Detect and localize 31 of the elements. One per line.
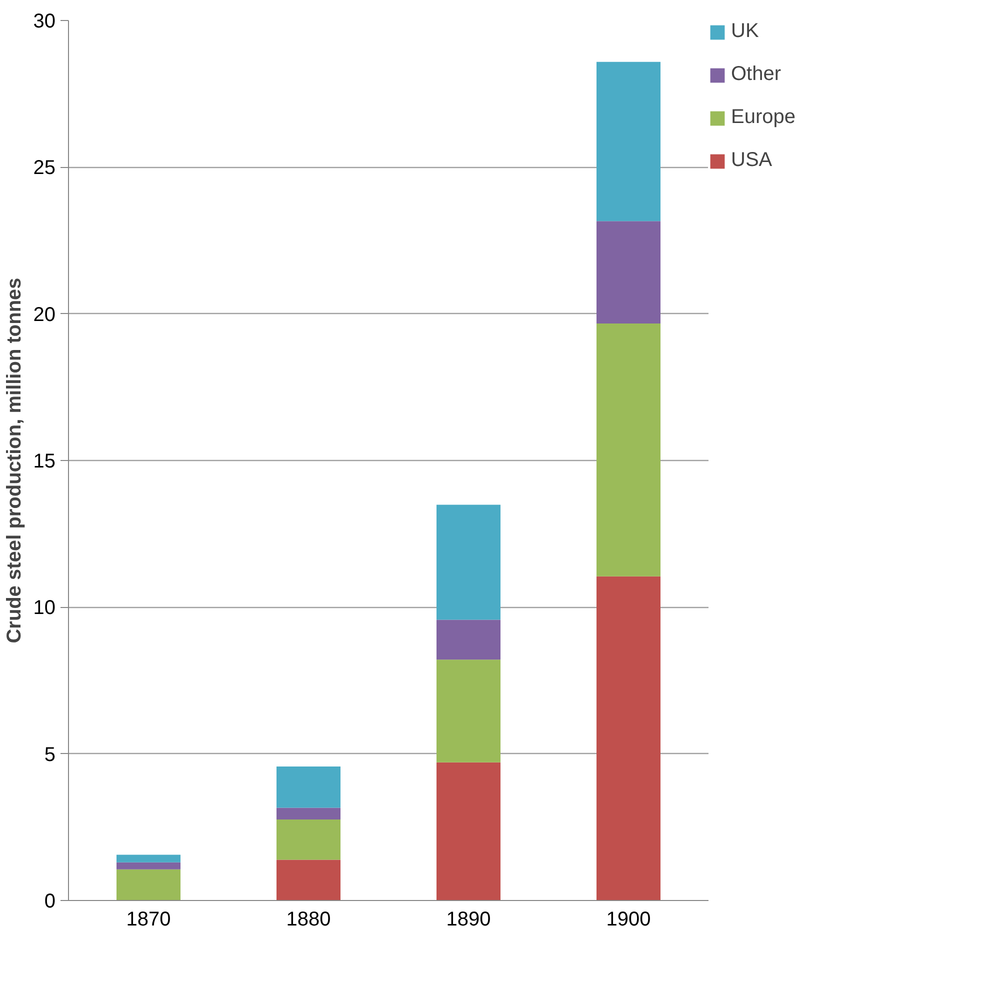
x-tick-label: 1890 — [446, 908, 491, 930]
y-tick-label: 0 — [44, 890, 56, 912]
legend-label: Other — [731, 63, 782, 86]
bar — [596, 324, 660, 576]
y-tick-label: 10 — [33, 597, 56, 620]
bar — [116, 869, 180, 900]
bar — [596, 62, 660, 222]
bar — [596, 221, 660, 324]
x-tick-label: 1900 — [606, 908, 651, 930]
bar — [596, 576, 660, 900]
legend-label: Europe — [731, 106, 796, 129]
y-tick-label: 15 — [33, 450, 56, 472]
y-tick-label: 5 — [44, 744, 56, 766]
x-tick-label: 1870 — [126, 908, 171, 930]
bar — [276, 820, 340, 860]
y-axis-title: Crude steel production, million tonnes — [3, 278, 26, 644]
bar — [116, 854, 180, 862]
bar — [116, 862, 180, 870]
bar — [276, 860, 340, 900]
legend-label: USA — [731, 149, 772, 172]
bar — [436, 660, 500, 762]
bar — [436, 620, 500, 660]
bar — [436, 762, 500, 900]
y-tick-label: 25 — [33, 157, 56, 180]
bar — [436, 504, 500, 620]
bar — [276, 808, 340, 820]
y-tick-label: 30 — [33, 10, 56, 32]
x-tick-label: 1880 — [286, 908, 331, 930]
y-tick-label: 20 — [33, 304, 56, 326]
bar — [276, 766, 340, 808]
legend-label: UK — [731, 20, 759, 43]
